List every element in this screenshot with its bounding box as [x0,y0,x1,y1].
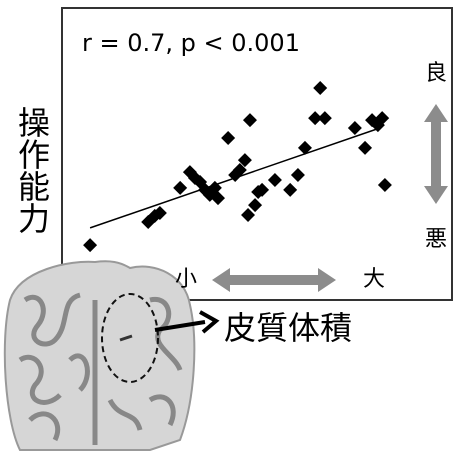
annotation: r = 0.7, p < 0.001 [82,29,300,57]
x-low-label: 小 [175,267,197,292]
y-high-label: 良 [425,61,447,86]
figure: r = 0.7, p < 0.001 良 悪 小 大 皮質体積 操作能力 [0,0,459,454]
y-axis-label: 操作能力 [13,106,51,234]
x-axis-label: 皮質体積 [224,309,352,347]
x-high-label: 大 [363,267,385,292]
brain-image [5,261,195,450]
y-low-label: 悪 [425,227,447,252]
